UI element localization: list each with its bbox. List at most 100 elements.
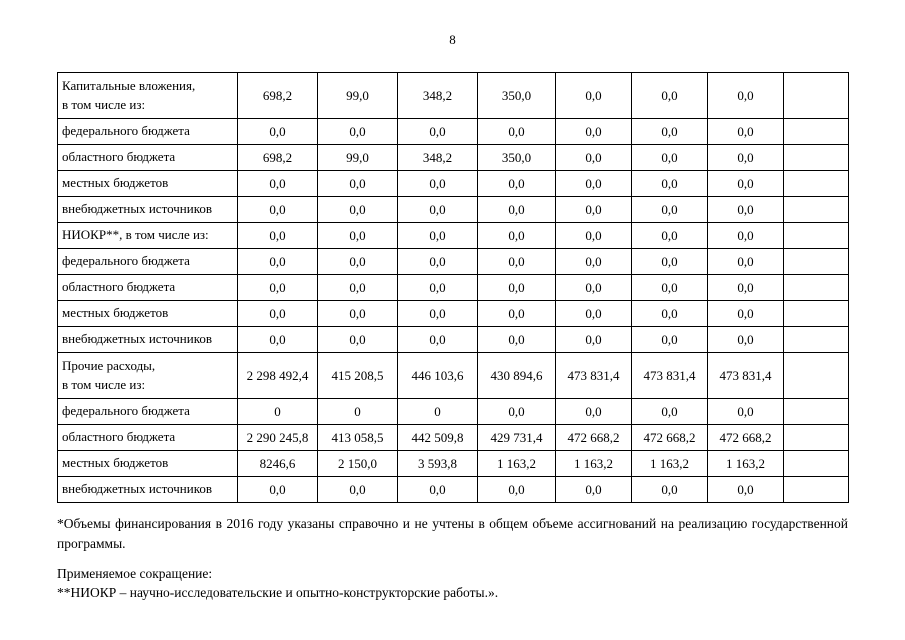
value-cell: 0,0 xyxy=(397,170,478,197)
value-cell: 0,0 xyxy=(397,274,478,301)
value-cell: 0,0 xyxy=(631,326,708,353)
value-cell: 0,0 xyxy=(631,72,708,119)
value-cell: 0,0 xyxy=(317,274,398,301)
value-cell xyxy=(783,352,849,399)
value-cell: 0,0 xyxy=(237,196,318,223)
value-cell: 0,0 xyxy=(555,274,632,301)
value-cell: 0,0 xyxy=(707,398,784,425)
value-cell: 0,0 xyxy=(555,248,632,275)
table-row: областного бюджета 0,0 0,0 0,0 0,0 0,0 0,0 0,0 xyxy=(57,274,849,301)
value-cell: 1 163,2 xyxy=(707,450,784,477)
value-cell: 0,0 xyxy=(555,118,632,145)
value-cell: 0,0 xyxy=(707,300,784,327)
table-row: федерального бюджета 0 0 0 0,0 0,0 0,0 0,0 xyxy=(57,398,849,425)
abbreviation-text: **НИОКР – научно-исследовательские и опы… xyxy=(57,585,499,600)
value-cell xyxy=(783,398,849,425)
value-cell: 0,0 xyxy=(317,300,398,327)
value-cell: 0,0 xyxy=(631,118,708,145)
value-cell: 429 731,4 xyxy=(477,424,556,451)
value-cell: 472 668,2 xyxy=(707,424,784,451)
value-cell: 0,0 xyxy=(397,248,478,275)
value-cell: 0,0 xyxy=(397,476,478,503)
value-cell: 0,0 xyxy=(631,274,708,301)
table-row: областного бюджета 2 290 245,8 413 058,5 44… xyxy=(57,424,849,451)
value-cell xyxy=(783,476,849,503)
row-label: внебюджетных источников xyxy=(57,476,238,503)
value-cell: 0,0 xyxy=(477,398,556,425)
value-cell: 473 831,4 xyxy=(707,352,784,399)
value-cell: 2 290 245,8 xyxy=(237,424,318,451)
value-cell: 0,0 xyxy=(555,144,632,171)
value-cell: 2 150,0 xyxy=(317,450,398,477)
value-cell: 0,0 xyxy=(317,248,398,275)
value-cell: 0,0 xyxy=(707,476,784,503)
value-cell: 0 xyxy=(397,398,478,425)
value-cell xyxy=(783,170,849,197)
value-cell: 0,0 xyxy=(707,196,784,223)
value-cell: 348,2 xyxy=(397,144,478,171)
abbreviation-heading: Применяемое сокращение: xyxy=(57,566,213,581)
table-row: местных бюджетов 0,0 0,0 0,0 0,0 0,0 0,0 0,0 xyxy=(57,300,849,327)
table-row: внебюджетных источников 0,0 0,0 0,0 0,0 0,0 0,… xyxy=(57,476,849,503)
value-cell: 0,0 xyxy=(397,222,478,249)
value-cell: 99,0 xyxy=(317,144,398,171)
value-cell: 0,0 xyxy=(707,222,784,249)
value-cell: 0,0 xyxy=(477,170,556,197)
value-cell: 0,0 xyxy=(397,118,478,145)
value-cell: 0,0 xyxy=(477,222,556,249)
value-cell: 0,0 xyxy=(237,248,318,275)
value-cell: 1 163,2 xyxy=(477,450,556,477)
row-label: федерального бюджета xyxy=(57,118,238,145)
budget-table-body: Капитальные вложения, в том числе из: 698… xyxy=(57,72,849,503)
value-cell: 0,0 xyxy=(317,222,398,249)
row-label: Прочие расходы, в том числе из: xyxy=(57,352,238,399)
value-cell: 0 xyxy=(317,398,398,425)
row-label: внебюджетных источников xyxy=(57,196,238,223)
value-cell: 0,0 xyxy=(631,248,708,275)
row-label: местных бюджетов xyxy=(57,450,238,477)
value-cell xyxy=(783,222,849,249)
table-row: федерального бюджета 0,0 0,0 0,0 0,0 0,0 0,0 0,… xyxy=(57,118,849,145)
row-label: НИОКР**, в том числе из: xyxy=(57,222,238,249)
value-cell: 0,0 xyxy=(631,398,708,425)
row-label: местных бюджетов xyxy=(57,170,238,197)
value-cell: 430 894,6 xyxy=(477,352,556,399)
value-cell: 99,0 xyxy=(317,72,398,119)
value-cell: 348,2 xyxy=(397,72,478,119)
value-cell: 473 831,4 xyxy=(555,352,632,399)
value-cell: 446 103,6 xyxy=(397,352,478,399)
value-cell: 0,0 xyxy=(237,222,318,249)
value-cell: 698,2 xyxy=(237,144,318,171)
value-cell xyxy=(783,450,849,477)
table-row: внебюджетных источников 0,0 0,0 0,0 0,0 0,0 0,… xyxy=(57,326,849,353)
value-cell: 0,0 xyxy=(631,196,708,223)
value-cell: 0,0 xyxy=(237,274,318,301)
row-label: областного бюджета xyxy=(57,144,238,171)
value-cell: 0,0 xyxy=(317,170,398,197)
value-cell: 473 831,4 xyxy=(631,352,708,399)
value-cell: 0,0 xyxy=(477,326,556,353)
value-cell: 0,0 xyxy=(477,118,556,145)
value-cell: 0,0 xyxy=(477,476,556,503)
value-cell: 0,0 xyxy=(317,196,398,223)
value-cell: 472 668,2 xyxy=(631,424,708,451)
value-cell: 0,0 xyxy=(477,300,556,327)
value-cell: 350,0 xyxy=(477,72,556,119)
table-row: областного бюджета 698,2 99,0 348,2 350,0 0,0… xyxy=(57,144,849,171)
table-row: местных бюджетов 8246,6 2 150,0 3 593,8 1 16… xyxy=(57,450,849,477)
value-cell: 1 163,2 xyxy=(631,450,708,477)
value-cell xyxy=(783,118,849,145)
table-row: НИОКР**, в том числе из: 0,0 0,0 0,0 0,0 0,0 0… xyxy=(57,222,849,249)
budget-table: Капитальные вложения, в том числе из: 698… xyxy=(57,72,849,503)
value-cell: 0,0 xyxy=(707,72,784,119)
value-cell: 698,2 xyxy=(237,72,318,119)
value-cell: 0,0 xyxy=(707,118,784,145)
value-cell: 0,0 xyxy=(555,170,632,197)
value-cell: 472 668,2 xyxy=(555,424,632,451)
value-cell: 0,0 xyxy=(707,170,784,197)
row-label: федерального бюджета xyxy=(57,248,238,275)
value-cell: 0,0 xyxy=(555,222,632,249)
value-cell: 0 xyxy=(237,398,318,425)
value-cell: 0,0 xyxy=(237,300,318,327)
